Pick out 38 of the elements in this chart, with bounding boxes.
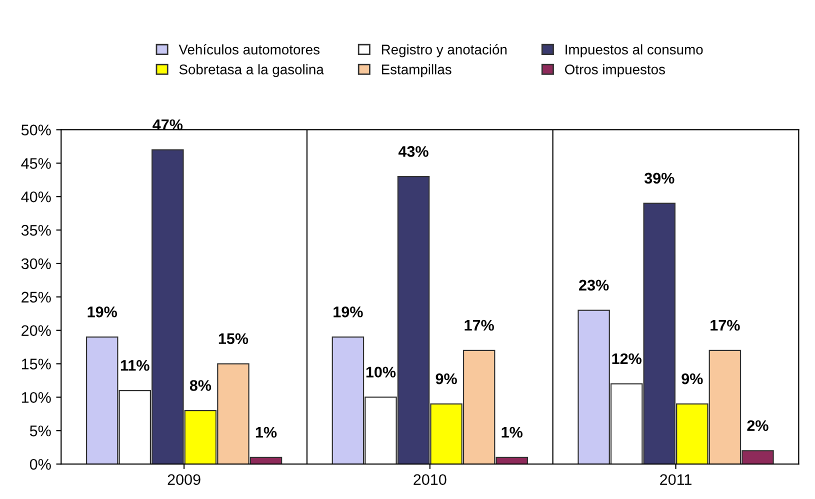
legend-label: Otros impuestos — [565, 64, 665, 78]
data-label: 9% — [436, 373, 457, 384]
x-tick-label: 2011 — [660, 474, 692, 486]
y-tick-label: 10% — [22, 392, 51, 403]
data-label: 12% — [612, 353, 642, 364]
data-label: 19% — [334, 306, 363, 318]
data-label: 17% — [464, 320, 494, 331]
y-tick-label: 25% — [22, 292, 51, 303]
data-label: 11% — [120, 360, 150, 371]
data-label: 1% — [502, 426, 523, 438]
y-tick-label: 5% — [30, 426, 51, 436]
data-label: 17% — [710, 320, 740, 331]
data-label: 1% — [256, 426, 277, 438]
data-label: 15% — [218, 333, 248, 344]
data-label: 47% — [152, 119, 183, 130]
y-tick-label: 50% — [21, 124, 51, 136]
x-tick-label: 2009 — [168, 474, 200, 486]
y-tick-label: 45% — [21, 158, 51, 169]
y-tick-label: 40% — [21, 191, 51, 202]
y-tick-label: 35% — [21, 224, 51, 236]
x-tick-label: 2010 — [414, 474, 446, 486]
legend-label: Vehículos automotores — [178, 44, 320, 54]
data-label: 2% — [747, 420, 768, 431]
data-label: 43% — [398, 146, 428, 157]
legend-label: Estampillas — [382, 64, 452, 78]
data-label: 39% — [644, 172, 674, 184]
data-label: 9% — [682, 373, 703, 384]
y-tick-label: 30% — [21, 258, 51, 270]
y-tick-label: 20% — [22, 325, 51, 336]
data-label: 23% — [579, 280, 609, 291]
legend-label: Impuestos al consumo — [566, 44, 703, 58]
data-label: 10% — [366, 366, 396, 378]
data-label: 8% — [190, 380, 212, 391]
legend-label: Registro y anotación — [382, 44, 507, 58]
y-tick-label: 0% — [30, 458, 51, 470]
y-tick-label: 15% — [22, 358, 51, 370]
legend-label: Sobretasa a la gasolina — [179, 64, 324, 78]
data-label: 19% — [88, 306, 117, 318]
